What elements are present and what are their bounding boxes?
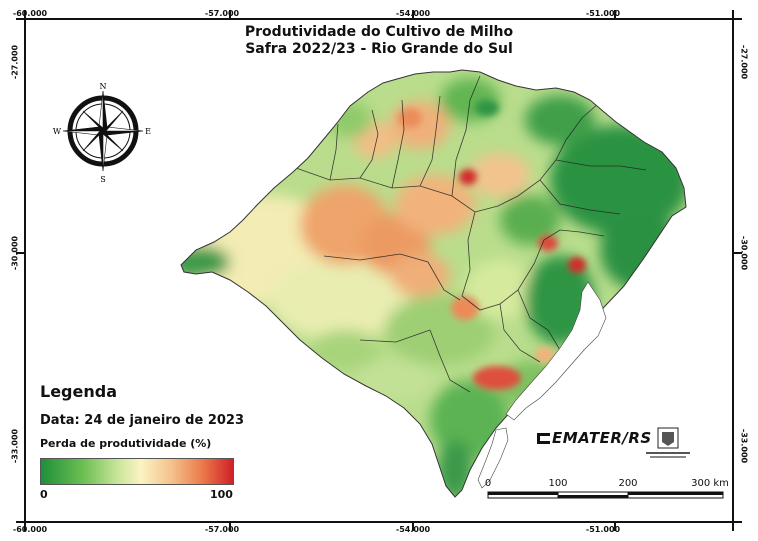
tick-mark [24, 523, 26, 531]
tick-mark [732, 10, 734, 18]
lon-label-top: -57.000 [204, 9, 240, 18]
emater-logo-text: EMATER/RS [552, 429, 652, 447]
compass-south-label: S [100, 175, 105, 184]
tick-mark [614, 523, 616, 531]
compass-north-label: N [100, 82, 107, 91]
tick-mark [734, 252, 742, 254]
lagoon-mirim [477, 427, 509, 489]
tick-mark [732, 523, 734, 531]
tick-mark [229, 523, 231, 531]
tick-mark [614, 10, 616, 18]
lon-label-bottom: -51.000 [585, 525, 621, 534]
state-outline [180, 69, 687, 498]
legend-color-ramp [40, 458, 234, 485]
lon-label-top: -60.000 [12, 9, 48, 18]
region-boundaries [295, 75, 647, 393]
tick-mark [24, 10, 26, 18]
compass-east-label: E [145, 127, 151, 136]
legend-min-label: 0 [40, 488, 48, 501]
scale-bar [487, 491, 724, 499]
tick-mark [412, 523, 414, 531]
scale-label: 200 [618, 478, 638, 489]
lon-label-top: -54.000 [395, 9, 431, 18]
compass-rose: N S E W [53, 82, 151, 184]
emater-mark-icon [537, 433, 550, 444]
legend-title: Legenda [40, 382, 117, 401]
emater-logo: EMATER/RS [537, 429, 652, 447]
tick-mark [229, 10, 231, 18]
lon-label-bottom: -60.000 [12, 525, 48, 534]
legend-date: Data: 24 de janeiro de 2023 [40, 413, 244, 428]
tick-mark [734, 18, 742, 20]
map-subtitle: Safra 2022/23 - Rio Grande do Sul [245, 41, 513, 57]
lagoon-patos [505, 281, 607, 421]
tick-mark [734, 521, 742, 523]
scale-label: 100 [548, 478, 568, 489]
tick-mark [16, 521, 24, 523]
map-title: Produtividade do Cultivo de Milho [244, 24, 514, 40]
lon-label-bottom: -57.000 [204, 525, 240, 534]
tick-mark [16, 252, 24, 254]
government-seal-icon [646, 427, 690, 458]
lon-label-top: -51.000 [585, 9, 621, 18]
tick-mark [16, 18, 24, 20]
legend-max-label: 100 [210, 488, 233, 501]
compass-west-label: W [53, 127, 62, 136]
scale-label: 300 km [691, 478, 729, 489]
lon-label-bottom: -54.000 [395, 525, 431, 534]
tick-mark [412, 10, 414, 18]
legend-subtitle: Perda de produtividade (%) [40, 437, 212, 450]
scale-label: 0 [484, 478, 492, 489]
